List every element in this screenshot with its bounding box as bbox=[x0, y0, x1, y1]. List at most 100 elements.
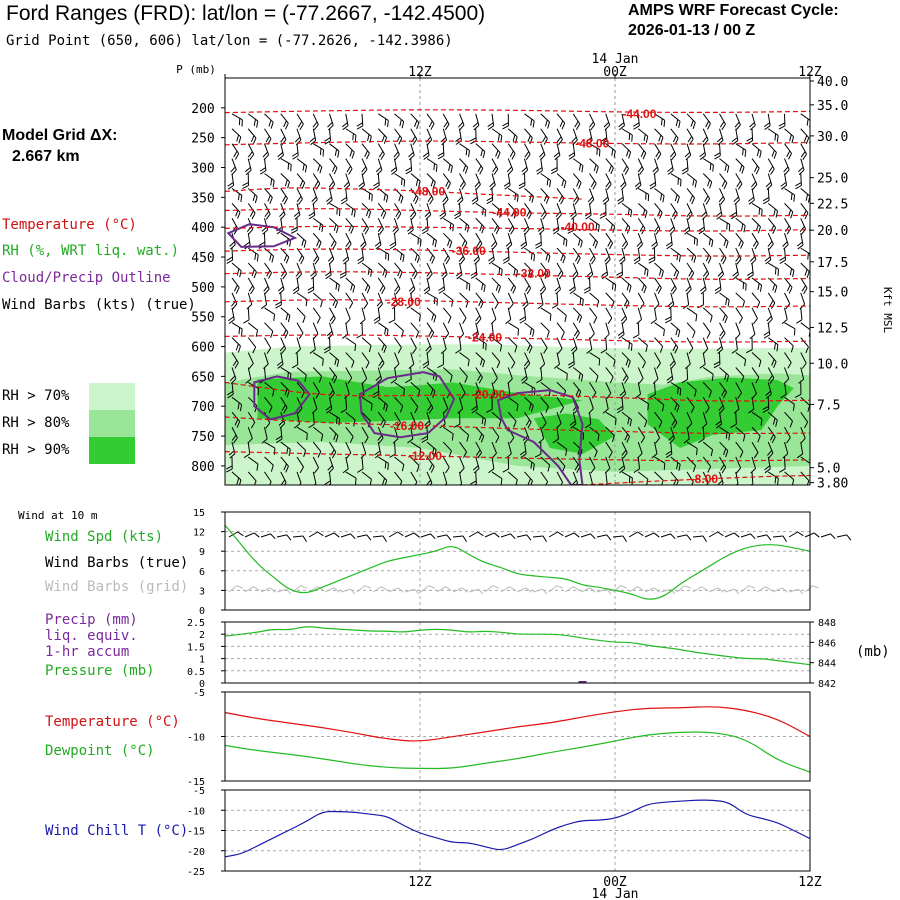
barb-feather bbox=[545, 406, 549, 413]
barb-staff bbox=[637, 441, 643, 454]
barb-feather bbox=[535, 241, 542, 246]
wind-barb bbox=[751, 426, 761, 443]
barb-feather bbox=[672, 344, 677, 352]
wind-barb bbox=[652, 158, 659, 176]
barb-staff bbox=[524, 471, 533, 482]
barb-feather bbox=[250, 288, 255, 295]
wind-barb bbox=[524, 247, 536, 262]
barb-feather bbox=[481, 495, 487, 502]
barb-feather bbox=[315, 392, 320, 399]
barb-feather bbox=[344, 393, 350, 399]
barb-feather bbox=[617, 331, 624, 336]
barb-feather bbox=[619, 259, 626, 265]
barb-staff bbox=[459, 397, 464, 410]
barb-staff bbox=[426, 158, 438, 166]
surface-grid-wind-barb bbox=[708, 587, 724, 593]
barb-staff bbox=[394, 218, 399, 230]
temperature-contour bbox=[225, 299, 810, 308]
barb-feather bbox=[414, 254, 418, 261]
barb-feather bbox=[308, 211, 315, 217]
wind-barb bbox=[377, 322, 389, 337]
barb-feather bbox=[611, 282, 614, 290]
barb-feather bbox=[570, 345, 577, 352]
wind-barb bbox=[390, 158, 398, 175]
barb-feather bbox=[704, 195, 709, 203]
barb-feather bbox=[397, 269, 401, 277]
barb-staff bbox=[702, 471, 709, 483]
wind-barb bbox=[459, 217, 470, 233]
barb-feather bbox=[823, 389, 829, 396]
wind-barb bbox=[231, 143, 240, 160]
barb-feather bbox=[618, 122, 625, 128]
barb-feather bbox=[292, 155, 299, 160]
barb-staff bbox=[767, 128, 779, 136]
wind-barb bbox=[324, 128, 332, 145]
barb-feather bbox=[393, 151, 399, 158]
barb-feather bbox=[409, 211, 415, 218]
barb-feather bbox=[576, 314, 580, 321]
surface-wind-barb bbox=[420, 533, 436, 540]
wind-barb bbox=[746, 471, 754, 485]
barb-feather bbox=[499, 344, 503, 352]
barb-staff bbox=[247, 307, 250, 320]
barb-staff bbox=[621, 113, 625, 126]
barb-feather bbox=[525, 419, 530, 426]
barb-feather bbox=[725, 450, 729, 458]
wind-barb bbox=[665, 487, 677, 503]
panel-tick-label: 0.5 bbox=[187, 667, 205, 678]
barb-staff bbox=[394, 292, 398, 305]
barb-feather bbox=[770, 168, 775, 175]
barb-staff bbox=[605, 158, 614, 169]
barb-feather bbox=[637, 166, 643, 173]
barb-staff bbox=[800, 188, 810, 197]
barb-feather bbox=[457, 408, 463, 414]
barb-staff bbox=[426, 292, 438, 300]
barb-feather bbox=[707, 257, 712, 264]
wind-barb bbox=[637, 262, 649, 277]
barb-staff bbox=[670, 381, 682, 390]
wind-barb bbox=[459, 441, 467, 458]
wind-barb bbox=[470, 262, 478, 279]
barb-feather bbox=[384, 480, 388, 485]
barb-staff bbox=[247, 322, 258, 331]
wind-barb bbox=[800, 337, 809, 354]
top-date-label: 14 Jan bbox=[592, 52, 639, 67]
barb-feather bbox=[718, 405, 724, 412]
barb-staff bbox=[361, 113, 364, 126]
wind-barb bbox=[475, 143, 486, 159]
wind-barb bbox=[605, 232, 614, 250]
barb-staff bbox=[605, 247, 611, 260]
barb-feather bbox=[268, 406, 273, 413]
wind-barb bbox=[247, 277, 255, 295]
barb-feather bbox=[309, 349, 316, 354]
barb-staff bbox=[637, 352, 646, 363]
wind-barb bbox=[475, 352, 486, 368]
barb-staff bbox=[345, 337, 356, 345]
barb-feather bbox=[229, 241, 235, 247]
barb-staff bbox=[329, 411, 340, 420]
barb-feather bbox=[720, 199, 725, 205]
barb-staff bbox=[442, 173, 451, 184]
wind-barb bbox=[685, 277, 692, 295]
barb-feather bbox=[642, 361, 646, 369]
surface-grid-wind-barb bbox=[804, 585, 820, 593]
barb-feather bbox=[772, 418, 776, 425]
barb-feather bbox=[608, 165, 612, 172]
wind-barb bbox=[280, 471, 287, 485]
wind-barb bbox=[343, 173, 351, 191]
barb-feather bbox=[260, 304, 267, 310]
wind-barb bbox=[329, 232, 337, 250]
barb-feather bbox=[790, 345, 794, 353]
barb-staff bbox=[394, 173, 405, 181]
barb-staff bbox=[540, 471, 549, 483]
wind-barb bbox=[345, 441, 352, 459]
wind-barb bbox=[259, 158, 267, 175]
wind-barb bbox=[227, 487, 241, 503]
barb-feather bbox=[639, 169, 644, 176]
legend-rh80-label: RH > 80% bbox=[2, 415, 70, 431]
barb-staff bbox=[443, 487, 444, 499]
wind-barb bbox=[264, 262, 272, 279]
barb-staff bbox=[296, 277, 300, 290]
wind-barb bbox=[326, 188, 333, 205]
barb-feather bbox=[380, 153, 385, 160]
